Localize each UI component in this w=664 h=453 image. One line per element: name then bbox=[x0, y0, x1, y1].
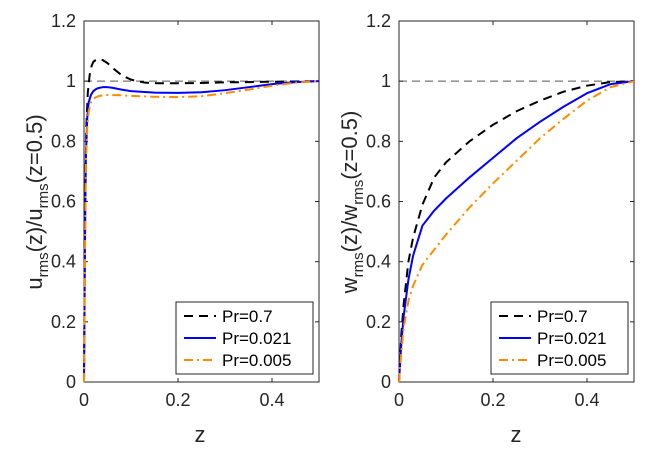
left-y-tick-label: 1.2 bbox=[51, 11, 76, 31]
left-x-tick-label: 0.4 bbox=[259, 390, 284, 410]
right-legend-label: Pr=0.005 bbox=[537, 351, 606, 370]
right-x-axis-label: z bbox=[511, 422, 522, 447]
left-y-tick-label: 0.6 bbox=[51, 192, 76, 212]
right-x-tick-label: 0.2 bbox=[480, 390, 505, 410]
left-series-line-pr-0-7 bbox=[83, 58, 320, 383]
left-y-tick-label: 0 bbox=[66, 372, 76, 392]
right-y-tick-label: 0.4 bbox=[366, 252, 391, 272]
right-legend: Pr=0.7 Pr=0.021 Pr=0.005 bbox=[490, 301, 629, 375]
right-series-line-pr-0-7 bbox=[398, 80, 635, 383]
right-panel-w-rms: wrms(z)/wrms(z=0.5) z 0 0.2 0.4 0 0.2 0.4 0.6 0… bbox=[337, 11, 635, 447]
left-y-tick-label: 0.2 bbox=[51, 312, 76, 332]
left-y-axis-label: urms(z)/urms(z=0.5) bbox=[22, 114, 52, 289]
left-x-tick-label: 0 bbox=[79, 390, 89, 410]
left-x-tick-label: 0.2 bbox=[165, 390, 190, 410]
right-y-tick-label: 0 bbox=[381, 372, 391, 392]
right-y-tick-label: 1.2 bbox=[366, 11, 391, 31]
right-y-tick-label: 0.2 bbox=[366, 312, 391, 332]
left-legend-label: Pr=0.7 bbox=[222, 307, 273, 326]
right-x-tick-label: 0 bbox=[394, 390, 404, 410]
right-legend-label: Pr=0.7 bbox=[537, 307, 588, 326]
left-legend: Pr=0.7 Pr=0.021 Pr=0.005 bbox=[175, 301, 314, 375]
left-legend-label: Pr=0.005 bbox=[222, 351, 291, 370]
left-y-tick-label: 1 bbox=[66, 71, 76, 91]
left-y-tick-label: 0.4 bbox=[51, 252, 76, 272]
right-x-tick-label: 0.4 bbox=[574, 390, 599, 410]
left-x-axis-label: z bbox=[195, 422, 206, 447]
left-legend-label: Pr=0.021 bbox=[222, 329, 291, 348]
right-legend-label: Pr=0.021 bbox=[537, 329, 606, 348]
right-y-tick-label: 1 bbox=[381, 71, 391, 91]
right-y-axis-label: wrms(z)/wrms(z=0.5) bbox=[337, 111, 367, 295]
right-series-line-pr-0-005 bbox=[398, 80, 635, 383]
left-y-tick-label: 0.8 bbox=[51, 131, 76, 151]
right-y-tick-label: 0.8 bbox=[366, 131, 391, 151]
right-series-line-pr-0-021 bbox=[398, 80, 635, 383]
left-series-line-pr-0-021 bbox=[83, 80, 320, 383]
right-y-tick-label: 0.6 bbox=[366, 192, 391, 212]
left-panel-u-rms: urms(z)/urms(z=0.5) z 0 0.2 0.4 0 0.2 0.4 0.6 0… bbox=[22, 11, 320, 447]
left-series-line-pr-0-005 bbox=[83, 80, 320, 383]
